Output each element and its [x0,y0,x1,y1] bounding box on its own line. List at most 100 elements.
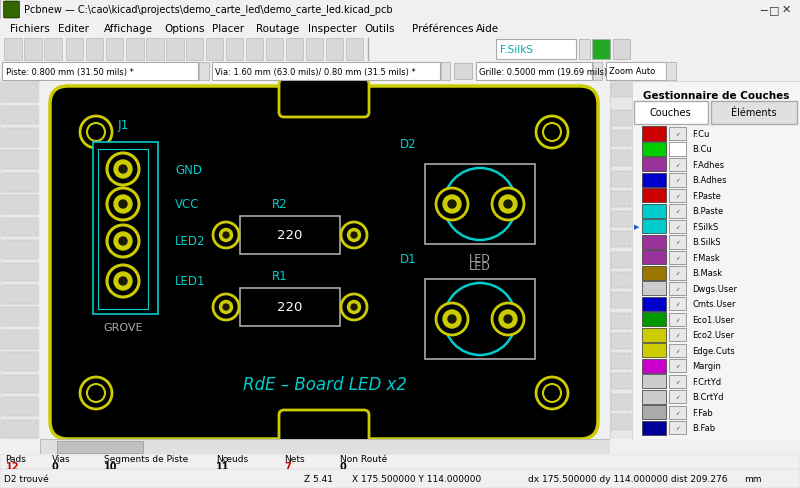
Circle shape [504,315,512,324]
Bar [212,63,440,81]
Bar [642,204,666,219]
Text: Grille: 0.5000 mm (19.69 mils): Grille: 0.5000 mm (19.69 mils) [479,67,607,76]
Text: Segments de Piste: Segments de Piste [104,454,188,463]
Text: F.Paste: F.Paste [693,191,722,201]
Text: Piste: 0.800 mm (31.50 mils) *: Piste: 0.800 mm (31.50 mils) * [6,67,134,76]
Bar [669,251,686,264]
Bar [642,189,666,203]
Bar [611,191,631,207]
Circle shape [114,272,132,290]
Text: 7: 7 [284,461,290,471]
Bar [642,421,666,435]
Circle shape [87,384,105,402]
Text: LED1: LED1 [175,275,206,288]
Text: Aide: Aide [476,24,499,34]
Text: R1: R1 [272,270,288,283]
Bar [611,232,631,248]
Bar [24,39,42,61]
Circle shape [536,377,568,409]
Bar [2,63,198,81]
Text: 12: 12 [6,461,19,471]
Text: Margin: Margin [693,362,722,370]
Bar [669,266,686,280]
Circle shape [107,189,139,221]
Text: ✓: ✓ [675,178,680,183]
Bar [611,272,631,288]
Text: dx 175.500000 dy 114.000000 dist 209.276: dx 175.500000 dy 114.000000 dist 209.276 [528,474,727,483]
Circle shape [448,315,456,324]
Bar [2,84,38,102]
Text: Eco2.User: Eco2.User [693,330,734,340]
Bar [669,205,686,218]
Circle shape [443,196,461,214]
Bar [579,40,590,60]
Bar [611,414,631,430]
Bar [496,40,576,60]
Text: Nets: Nets [284,454,305,463]
Circle shape [351,305,357,310]
Text: Non Routé: Non Routé [340,454,387,463]
Text: F.Mask: F.Mask [693,253,720,263]
Circle shape [80,377,112,409]
Circle shape [107,154,139,185]
Circle shape [436,304,468,335]
Bar [611,212,631,228]
Bar [642,406,666,419]
Bar [611,110,631,126]
Bar [669,189,686,203]
Bar [106,39,123,61]
Bar [2,196,38,215]
Bar [4,39,22,61]
Bar [2,285,38,304]
Text: D2 trouvé: D2 trouvé [4,474,49,483]
Text: Cmts.User: Cmts.User [693,300,736,309]
Text: ▶: ▶ [634,224,639,230]
Text: mm: mm [744,474,762,483]
Bar [642,374,666,388]
Circle shape [444,284,516,355]
Circle shape [114,232,132,250]
Text: 220: 220 [278,229,302,242]
Circle shape [499,310,517,328]
Bar [2,218,38,237]
Bar [166,39,184,61]
Bar [126,39,144,61]
Bar [2,353,38,371]
Bar [669,328,686,342]
Text: F.SilkS: F.SilkS [500,45,533,55]
Bar [246,39,263,61]
Text: Edge.Cuts: Edge.Cuts [693,346,735,355]
Bar [441,63,450,81]
Bar [2,241,38,259]
Circle shape [119,165,127,174]
Text: ✓: ✓ [675,194,680,199]
Circle shape [499,196,517,214]
Text: B.Cu: B.Cu [693,145,712,154]
Bar [2,375,38,394]
Circle shape [347,229,361,242]
Text: ─: ─ [760,5,766,15]
Text: ✓: ✓ [675,302,680,306]
Bar [613,41,630,60]
Text: Options: Options [164,24,205,34]
Text: F.CrtYd: F.CrtYd [693,377,722,386]
Bar [611,353,631,369]
Circle shape [213,223,239,248]
Bar [2,174,38,192]
Bar [3,1,19,19]
Circle shape [107,265,139,297]
Bar [642,297,666,311]
Bar [669,236,686,249]
FancyBboxPatch shape [50,87,598,439]
Bar [611,293,631,309]
Bar [476,63,592,81]
Text: ✓: ✓ [675,426,680,430]
Text: Affichage: Affichage [104,24,153,34]
Bar [98,150,148,309]
Bar [2,129,38,147]
Circle shape [543,384,561,402]
Bar [669,359,686,373]
Bar [2,330,38,349]
Circle shape [443,310,461,328]
Circle shape [504,201,512,208]
